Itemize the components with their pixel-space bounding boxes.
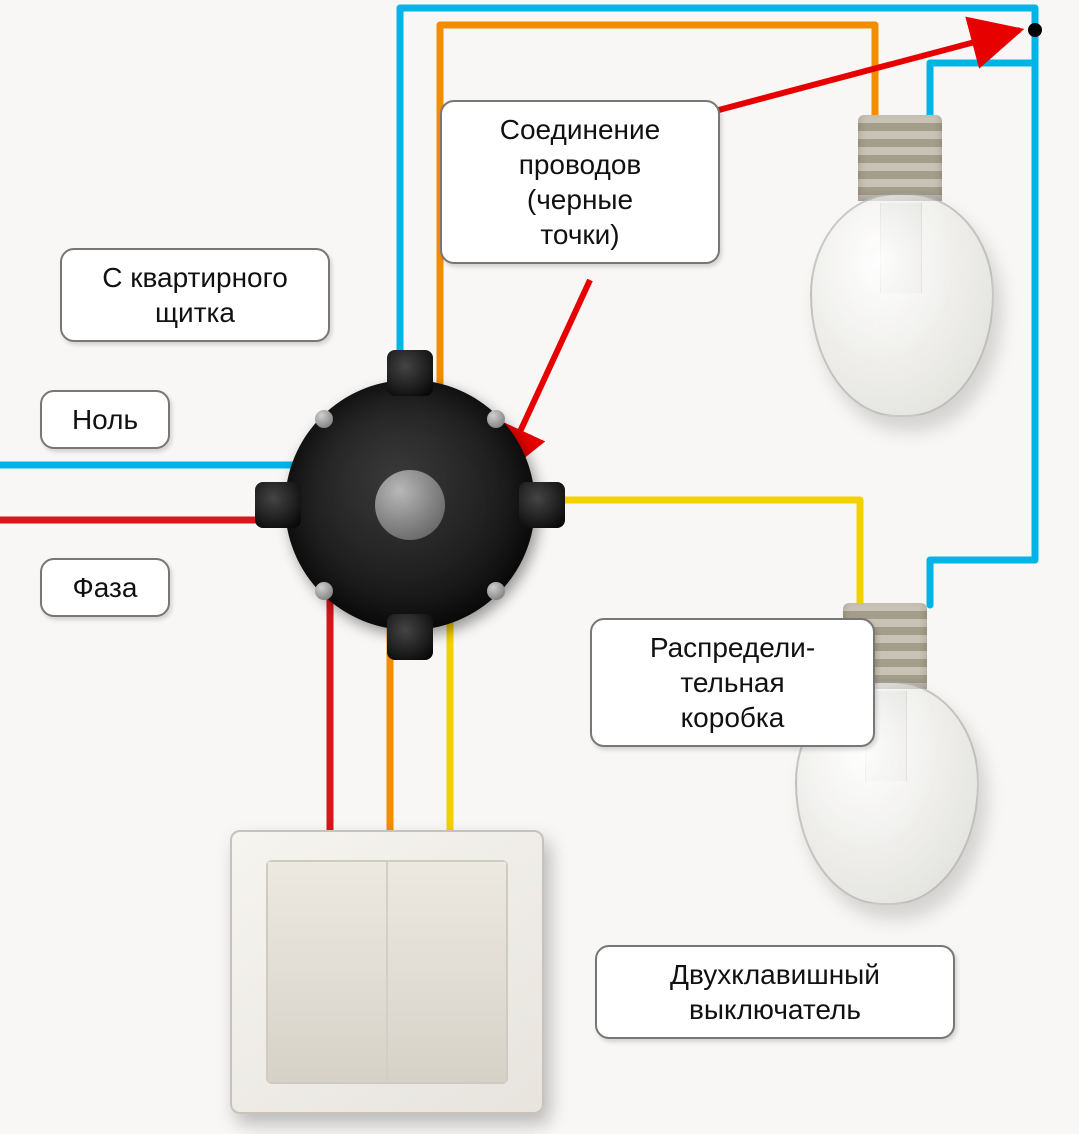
bulb-glass-icon bbox=[810, 193, 994, 417]
screw-icon bbox=[315, 582, 333, 600]
label-panel: С квартирного щитка bbox=[60, 248, 330, 342]
junction-port-left bbox=[255, 482, 301, 528]
screw-icon bbox=[487, 582, 505, 600]
switch-key-1 bbox=[268, 862, 388, 1082]
switch-keys bbox=[266, 860, 508, 1084]
label-jbox: Распредели- тельная коробка bbox=[590, 618, 875, 747]
junction-port-right bbox=[519, 482, 565, 528]
bulb-socket-icon bbox=[858, 115, 942, 201]
wiring-diagram: С квартирного щитка Ноль Фаза Соединение… bbox=[0, 0, 1079, 1134]
bulb-1 bbox=[810, 115, 990, 415]
label-switch: Двухклавишный выключатель bbox=[595, 945, 955, 1039]
junction-box bbox=[285, 380, 535, 630]
junction-port-bottom bbox=[387, 614, 433, 660]
switch-key-2 bbox=[388, 862, 506, 1082]
screw-icon bbox=[315, 410, 333, 428]
label-neutral: Ноль bbox=[40, 390, 170, 449]
double-switch bbox=[230, 830, 544, 1114]
label-phase: Фаза bbox=[40, 558, 170, 617]
screw-icon bbox=[487, 410, 505, 428]
pointer-arrow bbox=[700, 30, 1020, 115]
junction-port-top bbox=[387, 350, 433, 396]
connection-node bbox=[1028, 23, 1042, 37]
label-connection: Соединение проводов (черные точки) bbox=[440, 100, 720, 264]
